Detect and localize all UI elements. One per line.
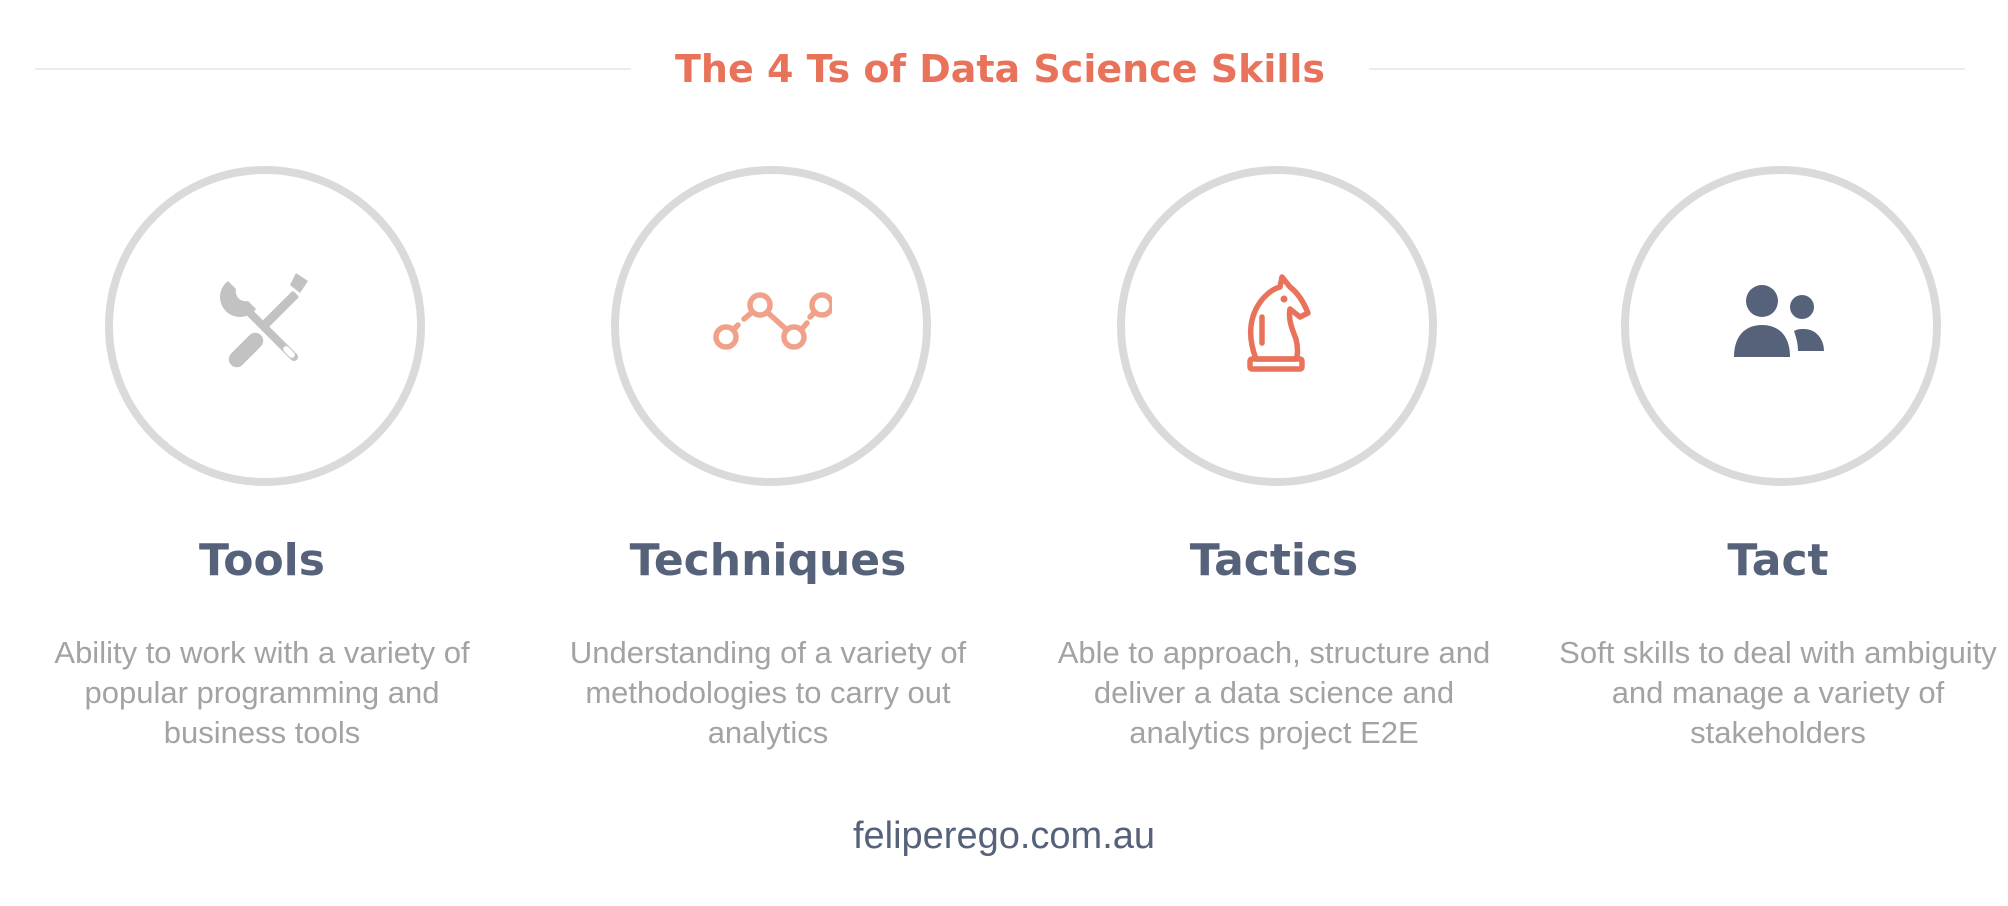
skill-title: Tools xyxy=(199,535,325,586)
icon-ring xyxy=(611,166,931,486)
title-divider-left xyxy=(35,68,631,70)
skill-description: Soft skills to deal with ambiguity and m… xyxy=(1559,635,1997,750)
icon-ring xyxy=(105,166,425,486)
footer-site-url: feliperego.com.au xyxy=(852,815,1156,857)
icon-ring xyxy=(1621,166,1941,486)
line-graph-icon xyxy=(704,259,832,387)
page-title: The 4 Ts of Data Science Skills xyxy=(674,47,1326,91)
title-row: The 4 Ts of Data Science Skills xyxy=(35,36,1966,102)
icon-ring xyxy=(1117,166,1437,486)
skill-title: Tactics xyxy=(1189,535,1359,586)
skill-description: Understanding of a variety of methodolog… xyxy=(569,635,967,750)
people-icon xyxy=(1714,259,1842,387)
skill-description: Able to approach, structure and deliver … xyxy=(1057,635,1491,750)
title-divider-right xyxy=(1369,68,1966,70)
skill-title: Tact xyxy=(1727,535,1829,586)
tools-icon xyxy=(198,259,326,387)
chess-knight-icon xyxy=(1210,259,1338,387)
skill-title: Techniques xyxy=(629,535,907,586)
skill-description: Ability to work with a variety of popula… xyxy=(54,635,470,750)
